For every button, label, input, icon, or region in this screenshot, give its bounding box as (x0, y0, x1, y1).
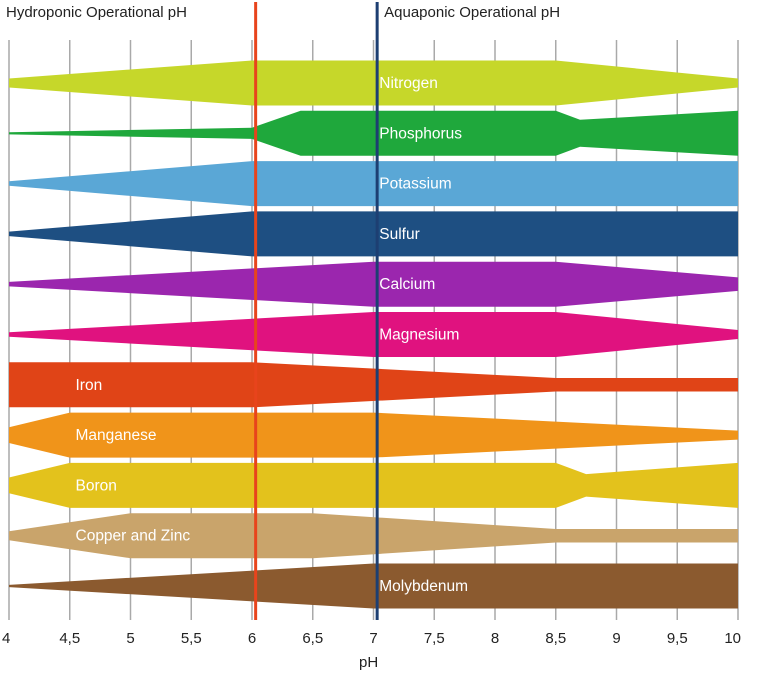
band-label: Copper and Zinc (76, 528, 191, 545)
x-tick-label: 4 (2, 630, 10, 647)
x-axis-title: pH (359, 654, 378, 671)
nutrient-band: Potassium (9, 161, 738, 207)
reference-lines: Hydroponic Operational pH Aquaponic Opera… (6, 2, 560, 620)
band-label: Boron (76, 477, 117, 494)
band-shape (9, 563, 738, 609)
nutrient-band: Iron (9, 362, 738, 408)
band-shape (9, 412, 738, 458)
x-tick-label: 10 (724, 630, 741, 647)
band-label: Potassium (379, 176, 451, 193)
nutrient-band: Molybdenum (9, 563, 738, 609)
x-tick-label: 7,5 (424, 630, 445, 647)
band-shape (9, 312, 738, 357)
band-label: Nitrogen (379, 75, 438, 92)
band-shape (9, 60, 738, 106)
band-label: Molybdenum (379, 578, 468, 595)
x-tick-label: 5 (126, 630, 134, 647)
nutrient-band: Phosphorus (9, 110, 738, 156)
x-tick-label: 6,5 (302, 630, 323, 647)
nutrient-band: Boron (9, 462, 738, 508)
band-label: Calcium (379, 276, 435, 293)
nutrient-band: Nitrogen (9, 60, 738, 106)
nutrient-band: Magnesium (9, 312, 738, 357)
band-shape (9, 211, 738, 257)
x-tick-label: 8,5 (545, 630, 566, 647)
band-label: Manganese (76, 427, 157, 444)
x-tick-label: 7 (369, 630, 377, 647)
x-axis-ticks: 4 4,5 5 5,5 6 6,5 7 7,5 8 8,5 9 9,5 10 (2, 630, 741, 647)
band-label: Iron (76, 377, 103, 394)
x-tick-label: 6 (248, 630, 256, 647)
band-label: Phosphorus (379, 125, 462, 142)
x-tick-label: 9 (612, 630, 620, 647)
band-label: Magnesium (379, 327, 459, 344)
band-shape (9, 261, 738, 307)
nutrient-band: Sulfur (9, 211, 738, 257)
hydroponic-ph-label: Hydroponic Operational pH (6, 4, 187, 21)
band-shape (9, 513, 738, 559)
x-tick-label: 4,5 (59, 630, 80, 647)
band-shape (9, 110, 738, 156)
band-shape (9, 362, 738, 408)
x-tick-label: 5,5 (181, 630, 202, 647)
band-shape (9, 161, 738, 207)
band-label: Sulfur (379, 226, 420, 243)
band-layer: Nitrogen Phosphorus Potassium Sulfur Calcium… (9, 60, 738, 609)
band-shape (9, 462, 738, 508)
nutrient-band: Manganese (9, 412, 738, 458)
aquaponic-ph-label: Aquaponic Operational pH (384, 4, 560, 21)
nutrient-band: Copper and Zinc (9, 513, 738, 559)
nutrient-band: Calcium (9, 261, 738, 307)
x-tick-label: 8 (491, 630, 499, 647)
x-tick-label: 9,5 (667, 630, 688, 647)
